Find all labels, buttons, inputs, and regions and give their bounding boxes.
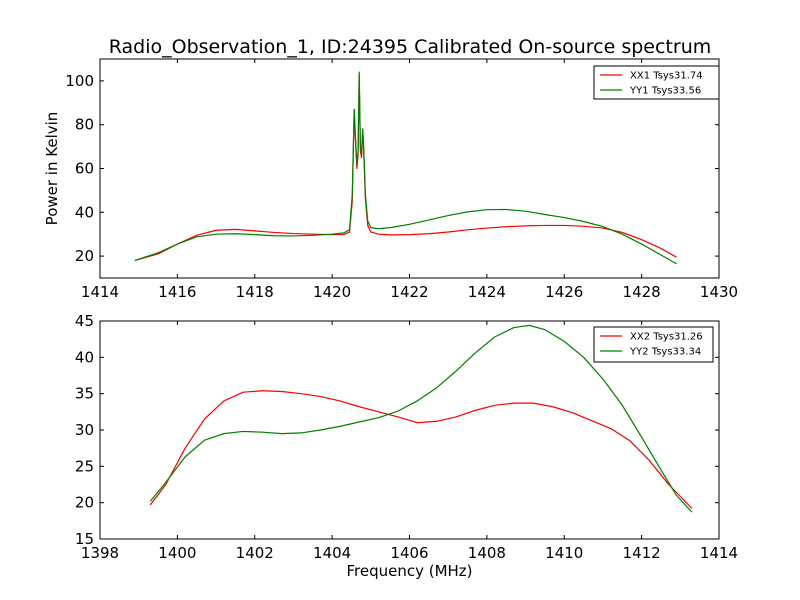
x-tick-label: 1404: [313, 544, 351, 562]
x-tick-label: 1410: [545, 544, 583, 562]
x-tick-label: 1430: [700, 283, 738, 301]
y-axis-label: Power in Kelvin: [43, 112, 61, 226]
y-tick-label: 40: [75, 348, 94, 366]
y-tick-label: 30: [75, 421, 94, 439]
x-tick-label: 1426: [545, 283, 583, 301]
x-tick-label: 1424: [468, 283, 506, 301]
x-tick-label: 1400: [158, 544, 196, 562]
x-tick-label: 1408: [468, 544, 506, 562]
series-line-1: [149, 390, 693, 509]
x-tick-label: 1402: [236, 544, 274, 562]
x-tick-label: 1412: [623, 544, 661, 562]
legend-label: XX2 Tsys31.26: [630, 332, 703, 343]
y-tick-label: 20: [75, 247, 94, 265]
x-tick-label: 1414: [81, 283, 119, 301]
series-line-2: [149, 324, 693, 513]
x-tick-label: 1422: [390, 283, 428, 301]
legend-label: YY2 Tsys33.34: [629, 347, 701, 358]
y-tick-label: 80: [75, 116, 94, 134]
plot-panel-2: 1398 1400 1402 1404 1406 1408 1410 1412 1414 15 20…: [75, 312, 738, 580]
y-tick-label: 40: [75, 203, 94, 221]
y-tick-label: 100: [65, 72, 94, 90]
x-tick-label: 1406: [390, 544, 428, 562]
legend: XX1 Tsys31.74 YY1 Tsys33.56: [593, 65, 720, 100]
legend-box: [593, 65, 720, 100]
x-tick-label: 1416: [158, 283, 196, 301]
plot-panel-1: 1414 1416 1418 1420 1422 1424 1426 1428 1430 20 40…: [43, 58, 738, 301]
legend: XX2 Tsys31.26 YY2 Tsys33.34: [593, 326, 714, 363]
x-tick-label: 1428: [623, 283, 661, 301]
y-tick-label: 45: [75, 312, 94, 330]
x-tick-label: 1420: [313, 283, 351, 301]
legend-label: YY1 Tsys33.56: [629, 86, 701, 97]
x-tick-label: 1414: [700, 544, 738, 562]
x-tick-label: 1418: [236, 283, 274, 301]
y-tick-label: 25: [75, 457, 94, 475]
y-tick-label: 60: [75, 160, 94, 178]
legend-box: [593, 326, 714, 363]
chart-title: Radio_Observation_1, ID:24395 Calibrated…: [109, 36, 712, 58]
x-axis-label: Frequency (MHz): [346, 562, 472, 580]
y-tick-label: 20: [75, 494, 94, 512]
series-line-2: [134, 71, 677, 265]
x-tick-label: 1398: [81, 544, 119, 562]
legend-label: XX1 Tsys31.74: [630, 71, 703, 82]
y-tick-label: 35: [75, 385, 94, 403]
y-tick-label: 15: [75, 530, 94, 548]
